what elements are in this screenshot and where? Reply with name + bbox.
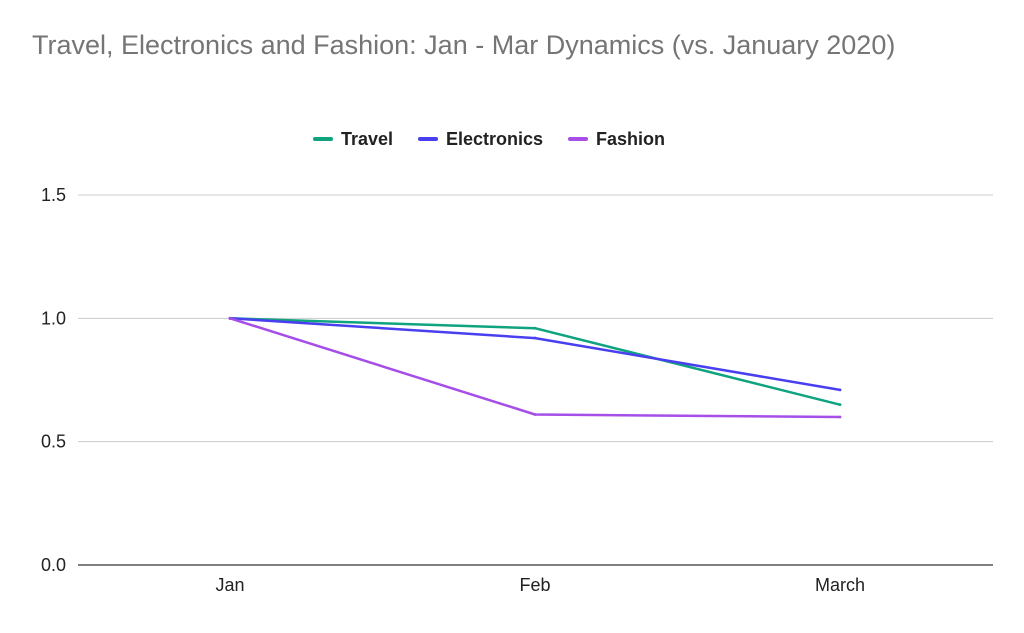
x-tick-label: Jan xyxy=(215,575,244,595)
y-tick-label: 1.0 xyxy=(41,308,66,328)
legend-item-fashion[interactable]: Fashion xyxy=(568,129,665,149)
y-tick-label: 0.5 xyxy=(41,432,66,452)
series-line-travel xyxy=(228,317,842,406)
series-line-fashion xyxy=(228,317,842,419)
chart-title: Travel, Electronics and Fashion: Jan - M… xyxy=(32,30,895,60)
legend-label: Electronics xyxy=(446,129,543,149)
legend: Travel Electronics Fashion xyxy=(313,129,665,149)
series-lines xyxy=(228,316,842,419)
data-point-electronics xyxy=(533,336,537,340)
legend-label: Travel xyxy=(341,129,393,149)
data-point-electronics xyxy=(838,388,842,392)
data-point-fashion xyxy=(533,413,537,416)
x-axis: Jan Feb March xyxy=(215,575,865,595)
data-point-fashion xyxy=(838,415,842,419)
data-point-fashion xyxy=(228,316,232,320)
x-tick-label: Feb xyxy=(519,575,550,595)
data-point-travel xyxy=(533,326,537,330)
legend-item-travel[interactable]: Travel xyxy=(313,129,393,149)
legend-label: Fashion xyxy=(596,129,665,149)
gridlines xyxy=(78,194,993,566)
legend-item-electronics[interactable]: Electronics xyxy=(418,129,543,149)
y-tick-label: 1.5 xyxy=(41,185,66,205)
y-axis: 0.0 0.5 1.0 1.5 xyxy=(41,185,66,575)
data-point-travel xyxy=(838,403,842,407)
x-tick-label: March xyxy=(815,575,865,595)
y-tick-label: 0.0 xyxy=(41,555,66,575)
